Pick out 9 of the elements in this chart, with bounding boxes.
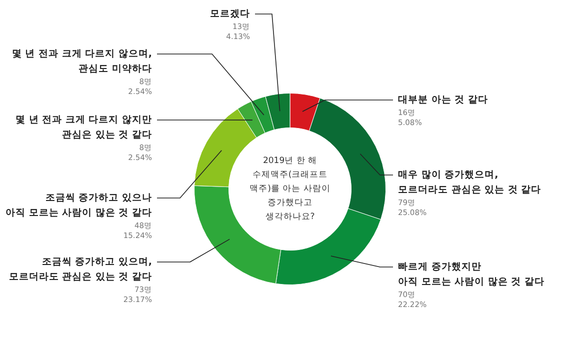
slice-label: 대부분 아는 것 같다: [398, 94, 488, 106]
slice-label: 몇 년 전과 크게 다르지 않으며, 관심도 미약하다: [12, 48, 152, 74]
slice-label: 몇 년 전과 크게 다르지 않지만 관심은 있는 것 같다: [15, 114, 152, 140]
slice-label: 매우 많이 증가했으며, 모르더라도 관심은 있는 것 같다: [398, 169, 542, 196]
slice-label: 조금씩 증가하고 있으며, 모르더라도 관심은 있는 것 같다: [8, 256, 152, 282]
slice-label: 모르겠다: [210, 8, 250, 20]
slice-label: 조금씩 증가하고 있으나 아직 모르는 사람이 많은 것 같다: [5, 192, 152, 218]
text: 2019년 한 해 수제맥주(크래프트 맥주)를 아는 사람이 증가했다고 생각하나요?: [250, 156, 330, 222]
slice-label: 빠르게 증가했지만 아직 모르는 사람이 많은 것 같다: [398, 261, 545, 288]
